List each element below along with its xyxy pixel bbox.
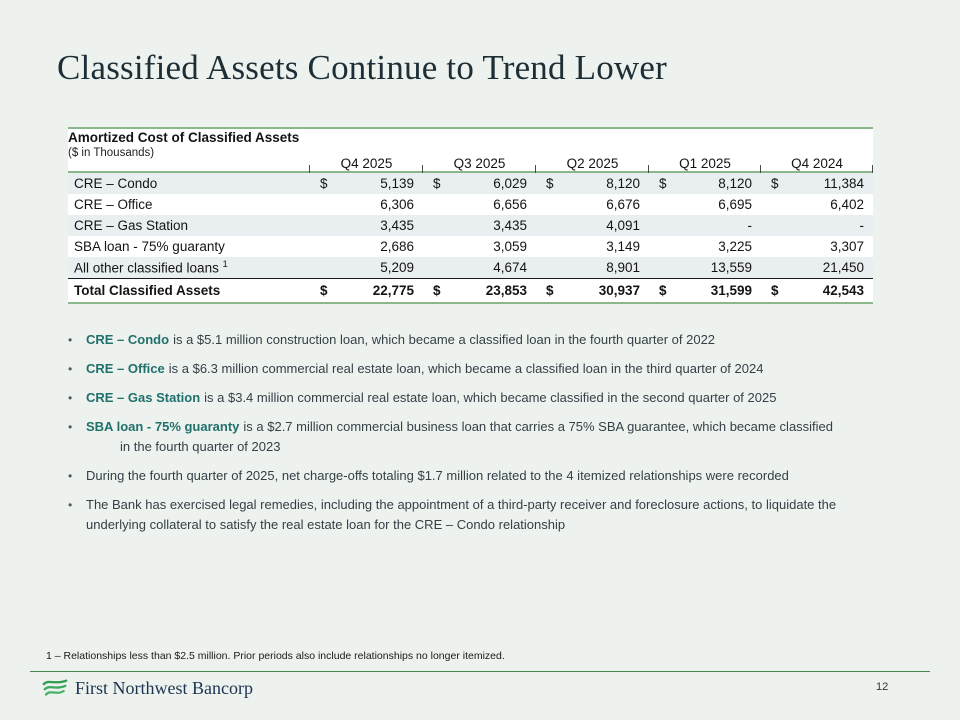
value-cell: 6,656 — [493, 197, 527, 212]
value-cell: 13,559 — [710, 260, 752, 275]
value-cell: 6,306 — [380, 197, 414, 212]
value-cell: 5,139 — [380, 176, 414, 191]
table-title-cell: Amortized Cost of Classified Assets ($ i… — [68, 128, 310, 173]
value-cell: 3,435 — [493, 218, 527, 233]
bullet-text: is a $2.7 million commercial business lo… — [243, 419, 834, 434]
column-header-q3-2025: Q3 2025 — [422, 128, 536, 173]
table-header-row: Amortized Cost of Classified Assets ($ i… — [68, 128, 873, 173]
value-cell: 2,686 — [380, 239, 414, 254]
value-cell: 8,120 — [606, 176, 640, 191]
value-cell: 6,695 — [718, 197, 752, 212]
currency-symbol: $ — [433, 176, 441, 191]
bullet-icon: • — [68, 333, 73, 347]
row-label: SBA loan - 75% guaranty — [74, 239, 225, 254]
value-cell: 8,901 — [606, 260, 640, 275]
total-value-cell: 42,543 — [822, 283, 864, 298]
footnote-reference: 1 — [222, 259, 228, 270]
table-row: All other classified loans 1 5,209 4,674… — [68, 257, 873, 279]
table-row: CRE – Gas Station 3,435 3,435 4,091 - - — [68, 215, 873, 236]
bullet-item: • CRE – Office is a $6.3 million commerci… — [68, 359, 928, 379]
currency-symbol: $ — [433, 283, 441, 298]
currency-symbol: $ — [771, 283, 779, 298]
bullet-item: • SBA loan - 75% guaranty is a $2.7 milli… — [68, 417, 928, 457]
currency-symbol: $ — [320, 283, 328, 298]
bullet-item: • The Bank has exercised legal remedies,… — [68, 495, 928, 535]
table-row: SBA loan - 75% guaranty 2,686 3,059 3,14… — [68, 236, 873, 257]
footer-divider — [30, 671, 930, 672]
bullet-lead: CRE – Condo — [86, 332, 170, 347]
page-title: Classified Assets Continue to Trend Lowe… — [57, 48, 668, 87]
bullet-icon: • — [68, 362, 73, 376]
bullet-lead: SBA loan - 75% guaranty — [86, 419, 240, 434]
value-cell: 3,225 — [718, 239, 752, 254]
table-row: CRE – Office 6,306 6,656 6,676 6,695 6,4… — [68, 194, 873, 215]
value-cell: - — [747, 218, 753, 233]
bullet-icon: • — [68, 498, 73, 512]
value-cell: 5,209 — [380, 260, 414, 275]
company-logo: First Northwest Bancorp — [42, 678, 253, 699]
value-cell: 4,674 — [493, 260, 527, 275]
total-row-label: Total Classified Assets — [68, 278, 310, 303]
bullet-text: is a $5.1 million construction loan, whi… — [173, 332, 716, 347]
page-number: 12 — [876, 681, 889, 693]
bullet-list: • CRE – Condo is a $5.1 million construct… — [68, 330, 928, 544]
currency-symbol: $ — [659, 176, 667, 191]
bullet-icon: • — [68, 469, 73, 483]
column-header-q2-2025: Q2 2025 — [535, 128, 649, 173]
currency-symbol: $ — [546, 283, 554, 298]
currency-symbol: $ — [546, 176, 554, 191]
footnote: 1 – Relationships less than $2.5 million… — [46, 650, 505, 662]
currency-symbol: $ — [771, 176, 779, 191]
value-cell: 6,402 — [830, 197, 864, 212]
value-cell: 3,149 — [606, 239, 640, 254]
total-value-cell: 23,853 — [485, 283, 527, 298]
value-cell: 21,450 — [822, 260, 864, 275]
value-cell: 3,059 — [493, 239, 527, 254]
value-cell: 8,120 — [718, 176, 752, 191]
value-cell: - — [859, 218, 865, 233]
bullet-text-continued: in the fourth quarter of 2023 — [120, 439, 281, 454]
company-name: First Northwest Bancorp — [75, 678, 253, 698]
bullet-icon: • — [68, 420, 73, 434]
value-cell: 3,435 — [380, 218, 414, 233]
value-cell: 6,029 — [493, 176, 527, 191]
column-header-q1-2025: Q1 2025 — [648, 128, 761, 173]
column-header-q4-2025: Q4 2025 — [309, 128, 423, 173]
logo-wave-icon — [42, 678, 75, 699]
row-label: CRE – Office — [74, 197, 153, 212]
row-label: All other classified loans 1 — [74, 259, 228, 276]
currency-symbol: $ — [320, 176, 328, 191]
value-cell: 4,091 — [606, 218, 640, 233]
value-cell: 3,307 — [830, 239, 864, 254]
table-title: Amortized Cost of Classified Assets — [68, 130, 300, 145]
bullet-item: • CRE – Gas Station is a $3.4 million com… — [68, 388, 928, 408]
bullet-item: • During the fourth quarter of 2025, net… — [68, 466, 928, 486]
bullet-text: During the fourth quarter of 2025, net c… — [86, 468, 789, 483]
bullet-text: is a $6.3 million commercial real estate… — [168, 361, 764, 376]
total-value-cell: 31,599 — [710, 283, 752, 298]
bullet-item: • CRE – Condo is a $5.1 million construct… — [68, 330, 928, 350]
table-subtitle: ($ in Thousands) — [68, 147, 155, 159]
currency-symbol: $ — [659, 283, 667, 298]
row-label: CRE – Gas Station — [74, 218, 189, 233]
bullet-lead: CRE – Gas Station — [86, 390, 201, 405]
column-header-q4-2024: Q4 2024 — [760, 128, 873, 173]
classified-assets-table: Amortized Cost of Classified Assets ($ i… — [68, 127, 873, 304]
total-row: Total Classified Assets $22,775 $23,853 … — [68, 278, 873, 303]
bullet-text: The Bank has exercised legal remedies, i… — [86, 497, 837, 512]
row-label: CRE – Condo — [74, 176, 158, 191]
value-cell: 6,676 — [606, 197, 640, 212]
table-row: CRE – Condo $5,139 $6,029 $8,120 $8,120 … — [68, 172, 873, 194]
bullet-text-continued: underlying collateral to satisfy the rea… — [86, 517, 566, 532]
bullet-text: is a $3.4 million commercial real estate… — [204, 390, 777, 405]
total-value-cell: 30,937 — [598, 283, 640, 298]
value-cell: 11,384 — [823, 176, 864, 191]
bullet-lead: CRE – Office — [86, 361, 165, 376]
bullet-icon: • — [68, 391, 73, 405]
total-value-cell: 22,775 — [372, 283, 414, 298]
